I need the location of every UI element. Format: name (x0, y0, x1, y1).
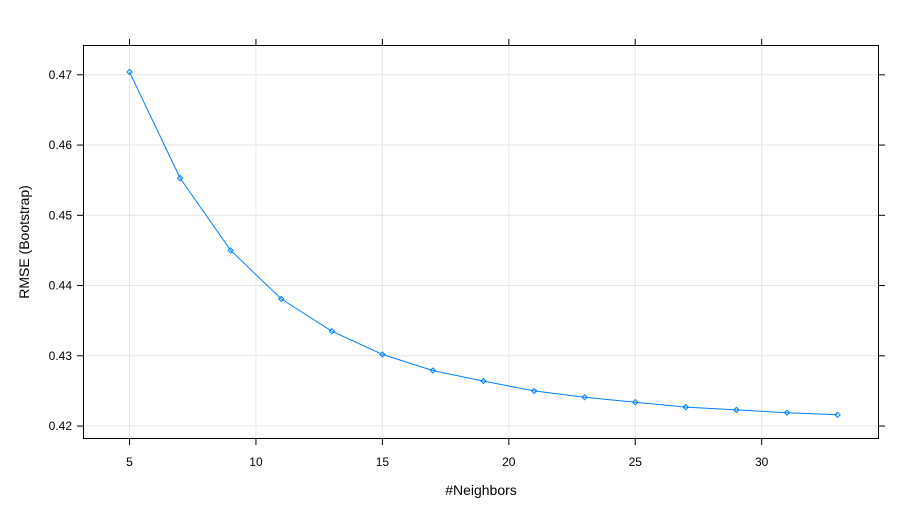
y-tick-label: 0.43 (49, 349, 73, 363)
y-axis-title: RMSE (Bootstrap) (16, 185, 32, 299)
y-tick-label: 0.44 (49, 279, 73, 293)
y-tick-label: 0.45 (49, 208, 73, 222)
data-point (227, 247, 234, 254)
y-tick-label: 0.46 (49, 138, 73, 152)
series-layer (126, 68, 841, 419)
data-point (834, 411, 841, 419)
x-tick-label: 15 (376, 455, 390, 469)
data-point (429, 367, 437, 374)
x-tick-label: 10 (249, 455, 263, 469)
data-point (480, 377, 487, 385)
data-point (631, 398, 639, 406)
data-point (682, 403, 690, 411)
data-point (176, 174, 184, 182)
data-point (783, 409, 791, 417)
data-point (733, 406, 740, 414)
data-point (277, 295, 285, 303)
data-point (328, 327, 336, 335)
grid (84, 46, 878, 438)
data-point (379, 351, 386, 358)
y-tick-label: 0.42 (49, 419, 73, 433)
data-point (530, 387, 538, 395)
x-tick-label: 30 (755, 455, 769, 469)
x-axis-title: #Neighbors (445, 482, 517, 498)
x-tick-label: 20 (502, 455, 516, 469)
x-tick-label: 25 (629, 455, 643, 469)
axis-ticks (77, 39, 885, 445)
y-tick-label: 0.47 (49, 68, 73, 82)
x-tick-labels: 5 10 15 20 25 30 (126, 455, 769, 469)
data-point (581, 393, 588, 401)
series-line (129, 71, 838, 416)
data-point (126, 68, 133, 76)
plot-frame (83, 45, 879, 439)
y-tick-labels: 0.42 0.43 0.44 0.45 0.46 0.47 (49, 68, 73, 433)
x-tick-label: 5 (126, 455, 133, 469)
